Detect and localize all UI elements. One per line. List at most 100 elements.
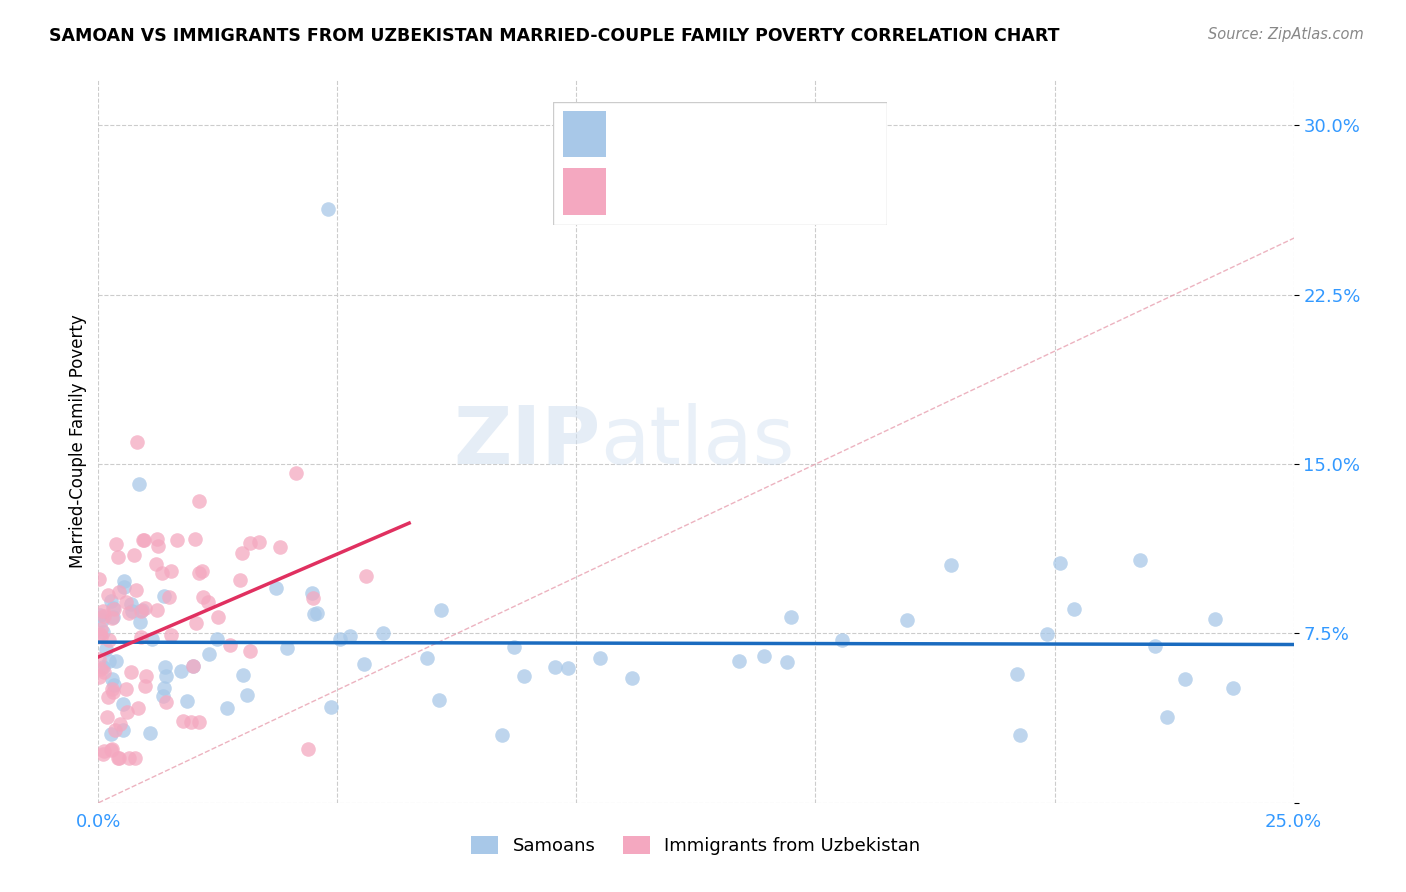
Point	[557, 661, 579, 675]
Point	[114, 682, 136, 697]
Point	[1143, 640, 1166, 654]
Point	[155, 695, 177, 709]
Point	[97, 588, 120, 602]
Point	[427, 693, 450, 707]
Point	[104, 723, 127, 738]
Point	[101, 610, 124, 624]
Point	[91, 624, 114, 639]
Point	[302, 591, 325, 605]
Point	[229, 574, 252, 588]
Text: ZIP: ZIP	[453, 402, 600, 481]
Point	[197, 647, 219, 661]
Point	[621, 671, 644, 685]
Point	[120, 665, 142, 680]
Point	[146, 539, 169, 553]
Point	[176, 694, 198, 708]
Point	[181, 659, 204, 673]
Point	[187, 494, 209, 508]
Point	[188, 714, 211, 729]
Point	[301, 586, 323, 600]
Point	[153, 681, 176, 695]
Point	[146, 603, 169, 617]
Point	[247, 534, 270, 549]
Point	[316, 202, 339, 216]
Point	[145, 557, 167, 571]
Point	[1129, 553, 1152, 567]
Point	[114, 574, 136, 588]
Text: Source: ZipAtlas.com: Source: ZipAtlas.com	[1208, 27, 1364, 42]
Point	[134, 679, 156, 693]
Point	[90, 622, 112, 636]
Point	[197, 595, 219, 609]
Point	[107, 549, 129, 564]
Point	[231, 546, 253, 560]
Point	[124, 548, 146, 562]
Point	[430, 602, 453, 616]
Point	[416, 651, 439, 665]
Point	[187, 566, 209, 580]
Point	[775, 655, 797, 669]
Point	[97, 632, 120, 647]
Point	[752, 648, 775, 663]
Point	[285, 466, 308, 480]
Point	[87, 572, 110, 586]
Point	[89, 670, 111, 684]
Point	[89, 626, 111, 640]
Point	[114, 580, 136, 594]
Point	[239, 644, 262, 658]
Point	[129, 615, 152, 630]
Point	[266, 581, 288, 595]
Point	[1063, 602, 1085, 616]
Point	[118, 750, 141, 764]
Point	[134, 600, 156, 615]
Point	[141, 632, 163, 646]
Point	[117, 705, 139, 719]
Point	[353, 657, 375, 672]
Point	[107, 750, 129, 764]
Point	[121, 604, 143, 618]
Point	[101, 685, 124, 699]
Point	[139, 726, 162, 740]
Point	[135, 669, 157, 683]
Point	[190, 565, 212, 579]
Point	[276, 640, 298, 655]
Point	[269, 540, 291, 554]
Point	[134, 533, 156, 548]
Point	[218, 638, 240, 652]
Point	[146, 533, 169, 547]
Point	[100, 743, 122, 757]
Point	[127, 700, 149, 714]
Point	[339, 629, 361, 643]
Point	[728, 654, 751, 668]
Point	[100, 742, 122, 756]
Y-axis label: Married-Couple Family Poverty: Married-Couple Family Poverty	[69, 315, 87, 568]
Point	[129, 630, 152, 644]
Point	[124, 583, 146, 598]
Point	[103, 677, 125, 691]
Point	[97, 690, 120, 704]
Point	[183, 533, 205, 547]
Point	[120, 597, 142, 611]
Point	[107, 750, 129, 764]
Point	[1008, 728, 1031, 742]
Point	[1222, 681, 1244, 696]
Point	[96, 710, 118, 724]
Point	[91, 747, 114, 761]
Text: atlas: atlas	[600, 402, 794, 481]
Point	[112, 697, 135, 711]
Point	[101, 600, 124, 615]
Point	[152, 566, 174, 581]
Point	[153, 589, 176, 603]
Point	[108, 717, 131, 731]
Point	[124, 750, 146, 764]
Point	[100, 594, 122, 608]
Point	[297, 742, 319, 756]
Point	[94, 641, 117, 656]
Point	[1204, 612, 1226, 626]
Point	[101, 681, 124, 696]
Point	[131, 603, 153, 617]
Point	[98, 654, 121, 668]
Point	[90, 613, 112, 627]
Point	[159, 628, 181, 642]
Point	[503, 640, 526, 655]
